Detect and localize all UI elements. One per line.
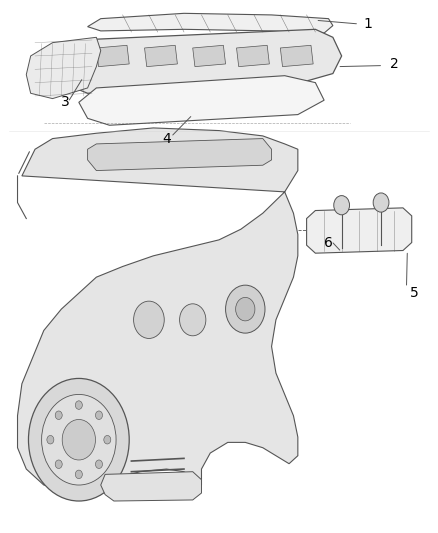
Polygon shape [88, 13, 333, 33]
Text: 5: 5 [410, 286, 418, 300]
Polygon shape [18, 128, 298, 488]
Polygon shape [280, 45, 313, 67]
Circle shape [373, 193, 389, 212]
Circle shape [55, 460, 62, 469]
Circle shape [62, 419, 95, 460]
Text: 6: 6 [324, 236, 333, 249]
Polygon shape [145, 45, 177, 67]
Circle shape [226, 285, 265, 333]
Text: 1: 1 [364, 17, 372, 31]
Text: 3: 3 [61, 95, 70, 109]
Circle shape [180, 304, 206, 336]
Polygon shape [193, 45, 226, 67]
Circle shape [104, 435, 111, 444]
Polygon shape [307, 208, 412, 253]
Polygon shape [101, 472, 201, 501]
Polygon shape [96, 45, 129, 67]
Polygon shape [26, 37, 101, 99]
Circle shape [75, 470, 82, 479]
Circle shape [134, 301, 164, 338]
Circle shape [95, 411, 102, 419]
Polygon shape [79, 76, 324, 125]
Circle shape [236, 297, 255, 321]
Circle shape [334, 196, 350, 215]
Circle shape [75, 401, 82, 409]
Text: 4: 4 [162, 132, 171, 146]
Circle shape [28, 378, 129, 501]
Polygon shape [88, 139, 272, 171]
Circle shape [55, 411, 62, 419]
Circle shape [47, 435, 54, 444]
Text: 2: 2 [390, 57, 399, 71]
Circle shape [95, 460, 102, 469]
Polygon shape [57, 29, 342, 93]
Polygon shape [237, 45, 269, 67]
Circle shape [42, 394, 116, 485]
